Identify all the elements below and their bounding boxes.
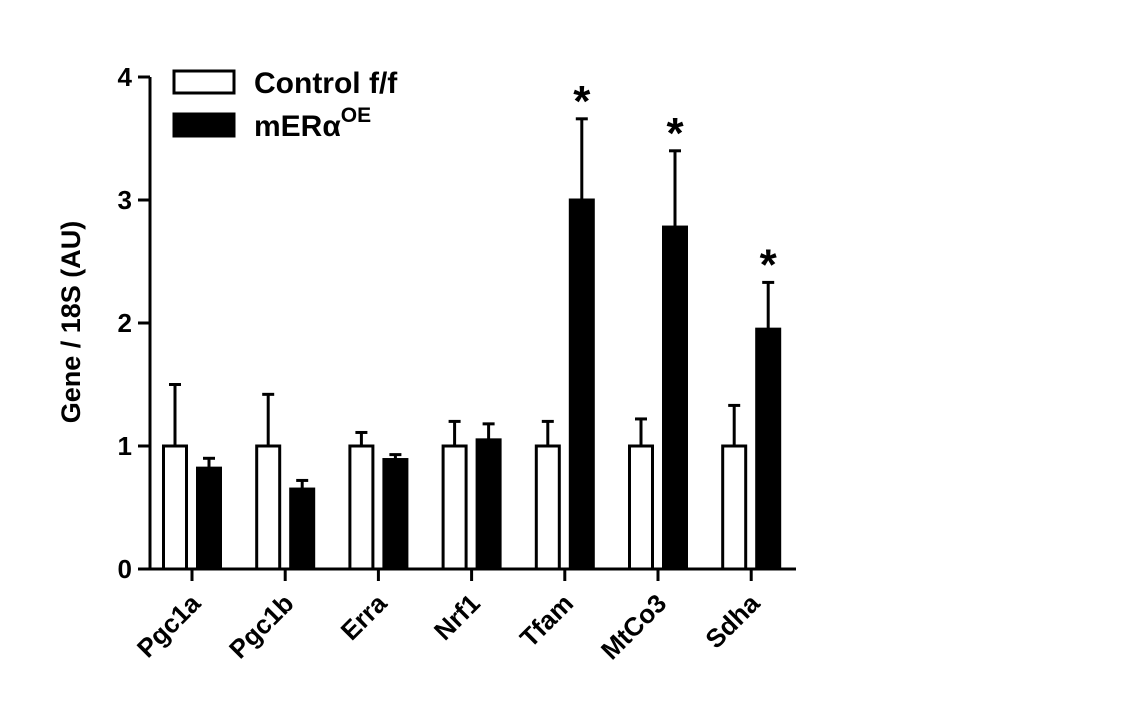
significance-marker: * [760, 240, 778, 289]
bar-sdha-control [721, 444, 748, 571]
bar-sdha-merа [755, 327, 782, 571]
x-tick-label-tfam: Tfam [514, 588, 579, 653]
y-tick-label: 1 [118, 431, 132, 461]
y-tick-label: 4 [118, 62, 133, 92]
legend-label: mERαOE [254, 104, 371, 143]
bar-tfam-control [534, 444, 561, 571]
legend-swatch [172, 112, 236, 138]
y-tick-label: 2 [118, 308, 132, 338]
bar-mtco3-control [628, 444, 654, 571]
bar-pgc1b-control [255, 444, 282, 571]
error-bars-layer [169, 117, 775, 490]
bar-nrf1-control [441, 444, 468, 571]
x-tick-label-sdha: Sdha [699, 588, 766, 655]
legend: Control f/f mERαOE [172, 67, 398, 143]
legend-swatch [172, 69, 236, 95]
x-tick-label-pgc1a: Pgc1a [131, 588, 207, 664]
bar-mtco3-merа [662, 225, 688, 571]
y-axis-label: Gene / 18S (AU) [56, 221, 86, 424]
significance-marker: * [666, 109, 684, 158]
legend-label-superscript: OE [341, 104, 371, 127]
y-tick-label: 0 [118, 554, 132, 584]
x-tick-label-pgc1b: Pgc1b [223, 588, 299, 664]
bars-layer [162, 198, 782, 571]
significance-layer: * * * [573, 77, 777, 290]
x-tick-label-nrf1: Nrf1 [428, 588, 486, 646]
bar-pgc1a-merа [196, 466, 222, 571]
significance-marker: * [573, 77, 591, 126]
bar-erra-control [348, 444, 375, 571]
x-tick-label-mtco3: MtCo3 [595, 588, 672, 665]
bar-erra-merа [382, 458, 409, 571]
bar-tfam-merа [568, 198, 595, 571]
bar-nrf1-merа [475, 438, 502, 571]
legend-label: Control f/f [254, 67, 398, 100]
bar-pgc1a-control [162, 444, 188, 571]
y-tick-label: 3 [118, 185, 132, 215]
axes-layer: 0 1 2 3 4 Pgc1a Pgc1b Erra Nrf1 Tfam MtCo3 Sdha [118, 62, 796, 665]
bar-pgc1b-merа [289, 487, 316, 571]
x-tick-label-erra: Erra [335, 588, 393, 646]
